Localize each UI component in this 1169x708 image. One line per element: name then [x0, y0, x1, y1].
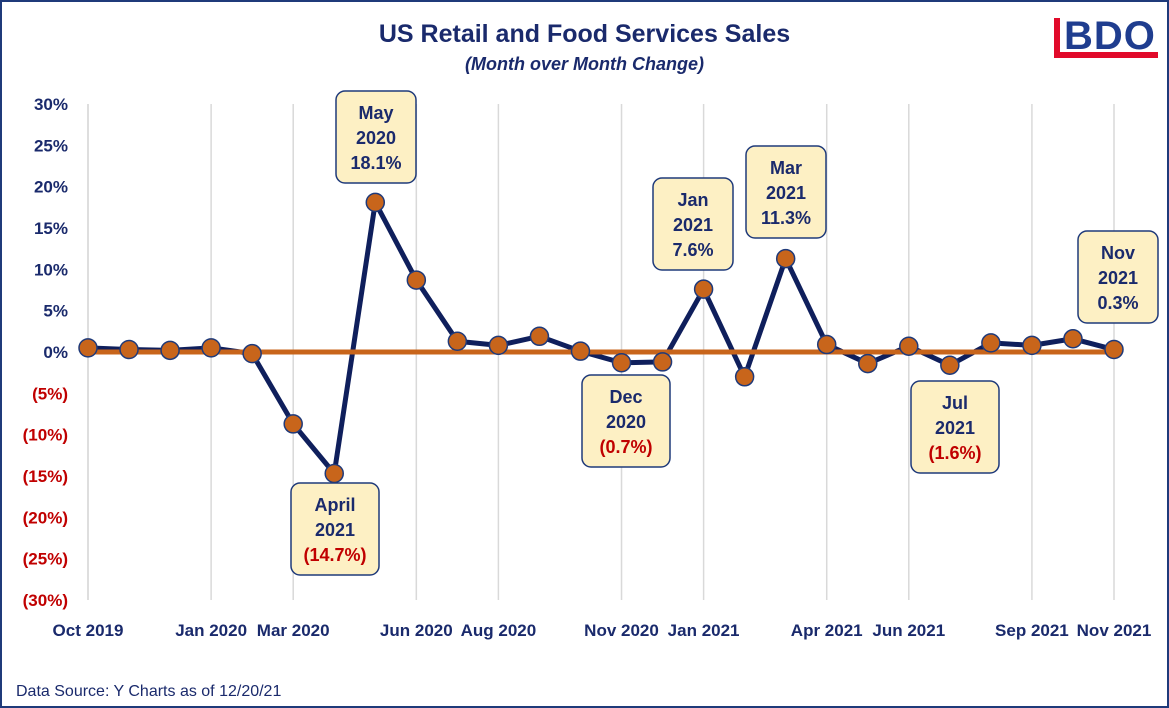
- y-tick-label: (20%): [23, 508, 68, 527]
- x-tick-label: Nov 2020: [584, 621, 659, 640]
- callout-box: [290, 482, 380, 576]
- data-point: [1063, 329, 1083, 349]
- x-tick-label: Apr 2021: [791, 621, 863, 640]
- data-point: [529, 326, 550, 347]
- data-point: [160, 340, 180, 361]
- y-tick-label: 25%: [34, 136, 68, 155]
- x-tick-label: Oct 2019: [53, 621, 124, 640]
- callout-label: (1.6%): [928, 443, 981, 463]
- x-tick-label: Jun 2021: [872, 621, 945, 640]
- callout-label: 2021: [673, 215, 713, 235]
- data-point: [693, 279, 714, 299]
- y-tick-label: (25%): [23, 550, 68, 569]
- callout-label: Jan: [677, 190, 708, 210]
- data-point: [406, 270, 427, 290]
- x-tick-label: Sep 2021: [995, 621, 1069, 640]
- callout-label: (0.7%): [599, 437, 652, 457]
- y-tick-label: 10%: [34, 260, 68, 279]
- data-point: [734, 367, 755, 387]
- callout-label: Mar: [770, 158, 802, 178]
- callout-label: Dec: [609, 387, 642, 407]
- bdo-logo: BDO: [1052, 12, 1162, 60]
- data-point: [816, 334, 837, 355]
- callout-label: 0.3%: [1097, 293, 1138, 313]
- data-point: [940, 355, 960, 375]
- x-tick-label: Jan 2021: [668, 621, 740, 640]
- data-point: [1022, 335, 1042, 356]
- callout-box: [335, 90, 417, 184]
- data-point: [1104, 339, 1124, 360]
- logo-text: BDO: [1064, 14, 1156, 58]
- callout-label: 18.1%: [350, 153, 401, 173]
- callout-label: April: [314, 495, 355, 515]
- callout-box: [745, 145, 827, 239]
- x-tick-label: Jan 2020: [175, 621, 247, 640]
- callout-box: [910, 380, 1000, 474]
- y-tick-label: 30%: [34, 95, 68, 114]
- y-tick-label: (15%): [23, 467, 68, 486]
- data-point: [324, 463, 344, 484]
- callout-label: Jul: [942, 393, 968, 413]
- data-point: [242, 343, 262, 364]
- callout-label: 2021: [1098, 268, 1138, 288]
- callout-box: [1077, 230, 1159, 324]
- data-point: [447, 331, 468, 352]
- x-tick-label: Mar 2020: [257, 621, 330, 640]
- data-point: [570, 341, 591, 361]
- callout-box: [652, 177, 734, 271]
- data-point: [858, 353, 878, 374]
- data-point: [488, 335, 509, 356]
- callout-label: 2021: [935, 418, 975, 438]
- y-tick-label: 20%: [34, 178, 68, 197]
- logo-bar-horizontal: [1054, 52, 1158, 58]
- data-point: [78, 338, 98, 358]
- logo-bar-vertical: [1054, 18, 1060, 58]
- callout-label: 11.3%: [761, 208, 811, 228]
- callout-label: 2021: [766, 183, 806, 203]
- data-point: [201, 338, 221, 358]
- data-point: [283, 414, 303, 434]
- y-tick-label: (5%): [32, 384, 68, 403]
- data-point: [365, 192, 386, 213]
- x-tick-label: Nov 2021: [1077, 621, 1152, 640]
- data-point: [775, 248, 796, 269]
- data-point: [899, 336, 919, 356]
- x-tick-label: Jun 2020: [380, 621, 453, 640]
- x-tick-label: Aug 2020: [461, 621, 537, 640]
- callout-box: [581, 374, 671, 468]
- callout-label: 2021: [315, 520, 355, 540]
- callout-label: May: [358, 103, 393, 123]
- y-tick-label: 0%: [43, 343, 68, 362]
- data-point: [981, 333, 1001, 353]
- data-source: Data Source: Y Charts as of 12/20/21: [16, 683, 282, 700]
- y-tick-label: 15%: [34, 219, 68, 238]
- callout-label: 2020: [356, 128, 396, 148]
- y-tick-label: (10%): [23, 426, 68, 445]
- data-point: [611, 352, 632, 373]
- chart-subtitle: (Month over Month Change): [465, 54, 704, 74]
- data-point: [119, 339, 139, 360]
- callout-label: (14.7%): [303, 545, 366, 565]
- data-point: [652, 352, 673, 372]
- y-tick-label: (30%): [23, 591, 68, 610]
- callout-label: 2020: [606, 412, 646, 432]
- callout-label: Nov: [1101, 243, 1135, 263]
- chart-title: US Retail and Food Services Sales: [378, 20, 791, 48]
- callout-label: 7.6%: [672, 240, 713, 260]
- y-tick-label: 5%: [43, 302, 68, 321]
